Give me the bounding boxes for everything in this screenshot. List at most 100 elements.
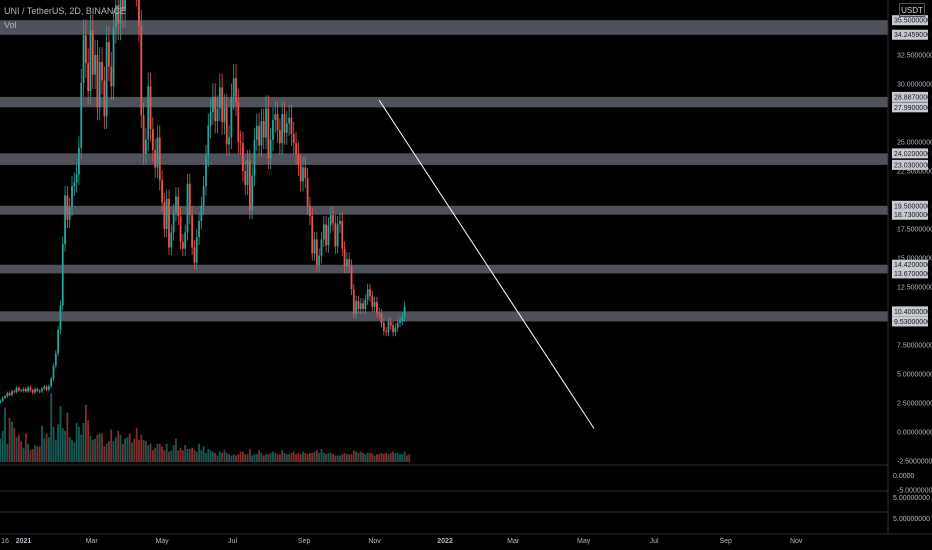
volume-bar <box>202 446 205 462</box>
candle-body <box>31 390 34 393</box>
volume-bar <box>401 454 404 462</box>
candle-body <box>246 160 249 185</box>
candle-body <box>336 224 339 247</box>
volume-indicator-label[interactable]: Vol <box>4 20 17 30</box>
candle-body <box>378 312 381 314</box>
volume-bar <box>255 454 258 462</box>
volume-bar <box>318 452 321 462</box>
candle-body <box>138 0 140 26</box>
candle-body <box>124 0 127 11</box>
volume-bar <box>399 454 401 462</box>
volume-bar <box>212 451 214 462</box>
volume-bar <box>408 454 411 462</box>
volume-bar <box>302 451 304 462</box>
zone-bottom-label: 34.24590000 <box>894 32 932 39</box>
candle-body <box>172 212 175 233</box>
candle-body <box>364 299 367 310</box>
volume-bar <box>304 452 307 462</box>
candle-body <box>91 30 94 75</box>
symbol-title: UNI / TetherUS, 2D, BINANCE <box>4 6 126 16</box>
candle-body <box>230 96 233 138</box>
volume-bar <box>332 454 334 462</box>
time-tick-label: Nov <box>790 538 803 545</box>
candle-body <box>209 111 212 126</box>
candle-body <box>371 296 374 307</box>
candle-body <box>382 322 385 332</box>
candle-body <box>255 125 258 140</box>
volume-bar <box>38 446 41 462</box>
volume-bar <box>198 443 200 462</box>
volume-bar <box>260 452 263 462</box>
volume-bar <box>73 442 76 462</box>
volume-bar <box>392 451 394 462</box>
candle-body <box>357 300 360 310</box>
volume-bar <box>380 452 383 462</box>
zone-bottom-label: 23.03000000 <box>894 162 932 169</box>
candle-body <box>78 147 80 175</box>
candle-body <box>345 259 348 267</box>
zone-band <box>0 311 888 322</box>
currency-unit-button[interactable]: USDT <box>899 3 925 17</box>
descending-trendline[interactable] <box>378 99 595 429</box>
candle-body <box>15 387 18 392</box>
zone-bottom-label: 18.73000000 <box>894 212 932 219</box>
price-tick-label: 12.50000000 <box>897 285 932 292</box>
candle-body <box>101 61 103 81</box>
candle-body <box>322 224 325 240</box>
volume-bar <box>43 438 46 462</box>
volume-bar <box>382 454 385 462</box>
candle-body <box>52 365 55 379</box>
candle-body <box>4 396 6 398</box>
trendline-group[interactable] <box>378 99 595 429</box>
volume-bar <box>68 437 71 462</box>
zone-band <box>0 153 888 165</box>
zone-bottom-label-bg <box>892 209 928 220</box>
volume-bar <box>221 452 224 462</box>
volume-bar <box>339 455 341 462</box>
volume-bar <box>345 454 348 462</box>
candle-body <box>193 247 196 263</box>
candle-body <box>274 114 277 120</box>
time-tick-label: Jul <box>228 538 237 545</box>
volume-bar <box>253 454 256 462</box>
price-axis[interactable]: 45.0000000042.5000000040.0000000037.5000… <box>897 0 932 495</box>
volume-bar <box>13 428 16 462</box>
volume-bar <box>235 455 237 462</box>
candle-body <box>339 220 341 225</box>
time-axis[interactable]: 16 2021 Mar May Jul Sep Nov 2022 Mar May Jul Sep Nov <box>1 538 803 545</box>
time-tick-label: 2022 <box>437 538 453 545</box>
candle-body <box>235 78 237 103</box>
candle-body <box>6 393 9 397</box>
zone-top-label-bg <box>892 91 928 102</box>
volume-bar <box>272 451 274 462</box>
volume-bar <box>128 433 131 462</box>
volume-bar <box>145 441 147 462</box>
candle-body <box>304 167 307 178</box>
zone-bottom-label: 27.99000000 <box>894 105 932 112</box>
zone-top-label: 35.50000000 <box>894 18 932 25</box>
volume-bar <box>112 441 115 462</box>
volume-bar <box>186 449 189 462</box>
volume-bar <box>207 449 210 462</box>
candle-body <box>332 215 334 224</box>
price-tick-label: 7.50000000 <box>897 343 932 350</box>
candle-body <box>369 289 371 297</box>
volume-bar <box>239 451 242 462</box>
candle-body <box>1 397 4 401</box>
candle-body <box>142 115 145 154</box>
volume-bar <box>172 445 175 462</box>
candle-body <box>43 386 46 389</box>
candle-body <box>267 108 270 159</box>
candle-body <box>200 205 203 221</box>
volume-bar <box>334 455 337 462</box>
volume-bar <box>1 430 4 462</box>
candle-body <box>302 167 304 182</box>
lower-pane-axis: 0.0000 5.00000000 5.00000000 <box>893 473 930 523</box>
volume-bar <box>195 451 198 462</box>
candle-body <box>96 55 99 108</box>
candle-body <box>75 174 78 183</box>
candle-body <box>228 137 230 145</box>
volume-bar <box>216 455 219 462</box>
candle-body <box>248 160 251 211</box>
